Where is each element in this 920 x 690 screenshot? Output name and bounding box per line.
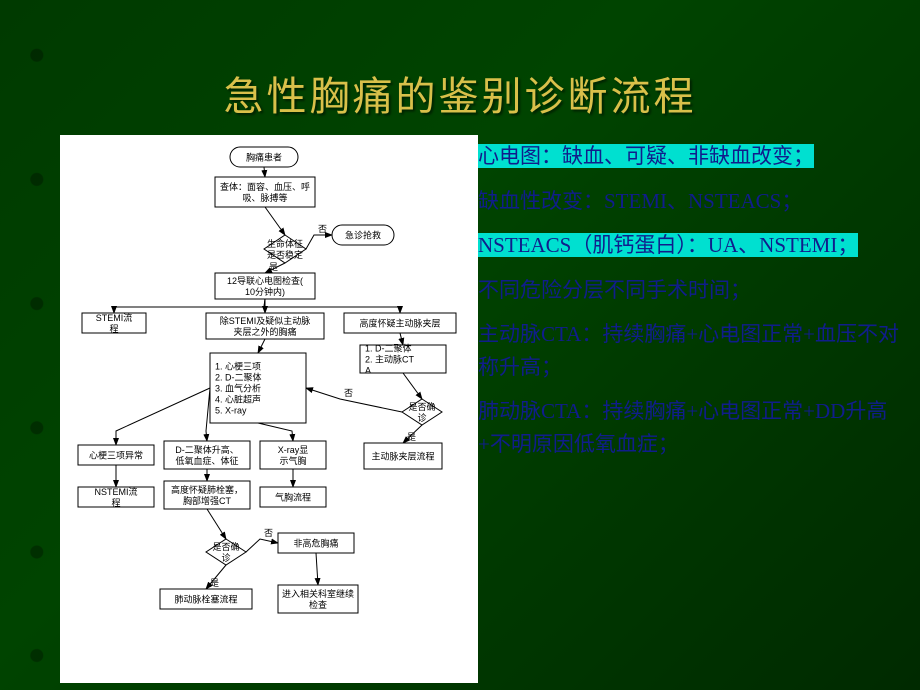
flow-edge	[265, 207, 285, 235]
flow-edge	[258, 423, 293, 441]
flow-node-label: 非高危胸痛	[293, 538, 338, 549]
flow-edge	[306, 235, 332, 249]
flow-node-label: 示气胸	[279, 455, 306, 466]
flow-node-label: 肺动脉栓塞流程	[174, 594, 237, 605]
flow-edge	[316, 553, 318, 585]
svg-text:是: 是	[407, 432, 416, 442]
flow-node-label: STEMI流	[96, 312, 133, 323]
flow-node-label: 低氧血症、体征	[175, 455, 238, 466]
flow-node-label: 高度怀疑主动脉夹层	[359, 318, 440, 329]
flow-node-label: 急诊抢救	[345, 230, 381, 241]
svg-text:是: 是	[269, 262, 278, 272]
flow-node-label: 吸、脉搏等	[242, 192, 287, 203]
flow-edge	[258, 339, 265, 353]
flow-node-label: 胸痛患者	[246, 152, 282, 163]
flow-node-label: 诊	[221, 552, 230, 563]
svg-text:否: 否	[344, 388, 353, 398]
flow-node-label: 3. 血气分析	[215, 383, 261, 394]
flow-node-label: 1. 心梗三项	[215, 361, 261, 372]
flow-node-label: NSTEMI流	[94, 486, 137, 497]
flow-edge	[246, 539, 278, 552]
flow-node-label: X-ray显	[278, 445, 309, 455]
flow-node-label: 除STEMI及疑似主动脉	[220, 315, 311, 326]
flow-node-label: 心梗三项异常	[89, 450, 143, 461]
flow-node-label: 1. D-二聚体	[365, 343, 412, 354]
flow-node-label: 夹层之外的胸痛	[233, 326, 296, 337]
flow-node-label: A	[365, 366, 371, 376]
flow-node-label: D-二聚体升高、	[175, 444, 239, 455]
svg-text:否: 否	[318, 224, 327, 234]
flow-edge	[207, 509, 226, 539]
note-line: 肺动脉CTA：持续胸痛+心电图正常+DD升高+不明原因低氧血症；	[478, 395, 908, 460]
flow-node-label: 生命体征	[267, 238, 303, 249]
notes-block: 心电图：缺血、可疑、非缺血改变； 缺血性改变：STEMI、NSTEACS； NSTE…	[478, 140, 908, 472]
flow-node-label: 诊	[417, 412, 426, 423]
flow-node-label: 5. X-ray	[215, 406, 247, 416]
flow-node-label: 10分钟内)	[245, 286, 285, 297]
flow-node-label: 4. 心脏超声	[215, 394, 261, 405]
flow-edge	[306, 388, 402, 412]
flow-edge	[264, 167, 265, 177]
flow-node-label: 是否确	[408, 401, 435, 412]
flow-node-label: 2. D-二聚体	[215, 372, 262, 383]
flowchart-panel: 否是是否否是胸痛患者查体：面容、血压、呼吸、脉搏等生命体征是否稳定急诊抢救12导…	[60, 135, 478, 683]
note-line: 缺血性改变：STEMI、NSTEACS；	[478, 185, 908, 218]
flow-node-label: 是否稳定	[267, 249, 303, 260]
flow-node-label: 进入相关科室继续	[282, 588, 354, 599]
flow-node-label: 12导联心电图检查(	[227, 275, 303, 286]
flow-node-label: 查体：面容、血压、呼	[220, 181, 310, 192]
svg-text:是: 是	[210, 578, 219, 588]
flow-edge	[114, 299, 265, 313]
note-line: 主动脉CTA：持续胸痛+心电图正常+血压不对称升高；	[478, 318, 908, 383]
flow-edge	[403, 373, 422, 399]
note-line: 心电图：缺血、可疑、非缺血改变；	[478, 140, 908, 173]
flow-edge	[264, 299, 400, 313]
note-line: 不同危险分层不同手术时间；	[478, 274, 908, 307]
flow-edge	[206, 388, 210, 441]
flow-node-label: 程	[109, 324, 118, 334]
slide-title: 急性胸痛的鉴别诊断流程	[0, 64, 920, 122]
flow-node-label: 是否确	[212, 541, 239, 552]
flow-edge	[116, 388, 210, 445]
flow-node-label: 气胸流程	[275, 492, 311, 503]
flow-node-label: 胸部增强CT	[183, 495, 231, 506]
flow-node-label: 检查	[309, 599, 327, 610]
flow-node-label: 主动脉夹层流程	[371, 451, 434, 462]
note-line: NSTEACS（肌钙蛋白）：UA、NSTEMI；	[478, 229, 908, 262]
flow-node-label: 2. 主动脉CT	[365, 354, 415, 365]
flow-node-label: 高度怀疑肺栓塞，	[171, 484, 243, 495]
svg-text:否: 否	[264, 528, 273, 538]
flow-node-label: 程	[111, 498, 120, 508]
